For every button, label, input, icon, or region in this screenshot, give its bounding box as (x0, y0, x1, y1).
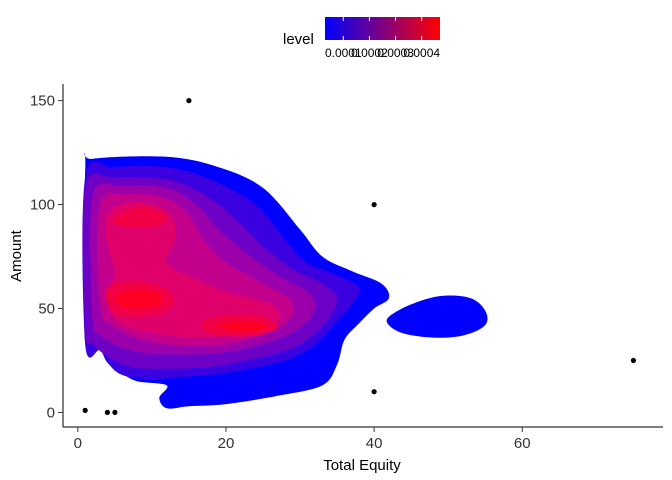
x-tick-label: 0 (74, 435, 82, 452)
data-point-5 (104, 409, 110, 415)
density-band-8 (112, 206, 167, 229)
y-axis-ticks: 0 50 100 150 (30, 93, 63, 421)
y-tick-label: 100 (30, 197, 55, 214)
y-axis-title: Amount (8, 229, 25, 282)
x-axis-ticks: 0 20 40 60 (74, 427, 531, 452)
data-point-3 (371, 389, 377, 395)
density-band-10 (114, 289, 163, 309)
legend-tick-label: 0.0004 (403, 46, 440, 60)
legend-title: level (283, 31, 314, 48)
data-point-0 (186, 98, 192, 104)
x-tick-label: 60 (514, 435, 531, 452)
x-axis-title: Total Equity (323, 457, 401, 474)
data-point-6 (112, 409, 118, 415)
density-band-11 (218, 320, 266, 332)
data-point-1 (371, 202, 377, 208)
density-band-1 (386, 295, 488, 338)
data-point-2 (630, 357, 637, 364)
x-tick-label: 40 (366, 435, 383, 452)
point-layer (82, 98, 637, 415)
contour-layer (82, 152, 488, 409)
legend-tick-label: 0.0002 (351, 46, 388, 60)
legend-colorbar (325, 17, 440, 40)
y-tick-label: 50 (38, 301, 55, 318)
x-tick-label: 20 (218, 435, 235, 452)
y-tick-label: 0 (47, 404, 55, 421)
legend-tick-label: 0.0003 (377, 46, 414, 60)
data-point-4 (82, 407, 88, 413)
legend-tick-label: 0.0001 (325, 46, 362, 60)
y-tick-label: 150 (30, 93, 55, 110)
